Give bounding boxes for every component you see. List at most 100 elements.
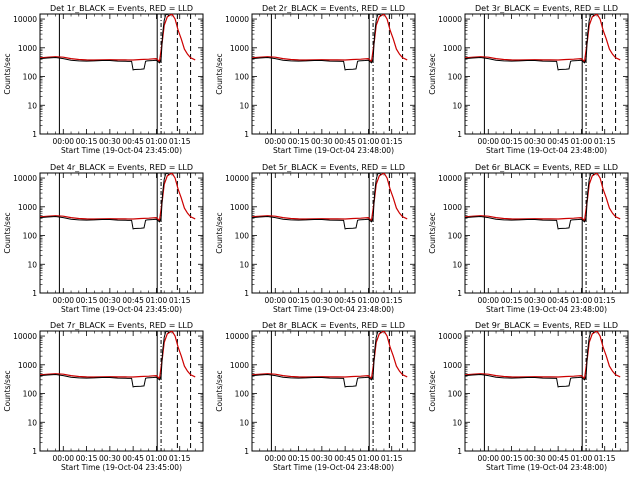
y-tick-label: 1: [32, 130, 37, 139]
y-axis-label: Counts/sec: [428, 53, 437, 94]
y-tick-label: 100: [23, 73, 38, 82]
x-tick-label: 01:00: [146, 454, 168, 463]
y-tick-label: 10: [27, 418, 37, 427]
plot-frame: [39, 330, 204, 452]
x-tick-label: 00:00: [264, 296, 286, 305]
panel-title: Det 9r_BLACK = Events, RED = LLD: [475, 321, 618, 330]
y-tick-label: 100: [448, 390, 463, 399]
y-tick-label: 10000: [13, 174, 37, 183]
plot-frame: [464, 330, 629, 452]
x-tick-label: 00:30: [99, 137, 121, 146]
x-tick-label: 01:00: [571, 137, 593, 146]
y-tick-label: 100: [448, 232, 463, 241]
events-series-line: [40, 173, 170, 230]
y-tick-label: 1000: [18, 44, 37, 53]
y-tick-label: 10: [27, 260, 37, 269]
y-tick-label: 1: [244, 289, 249, 298]
y-tick-label: 10: [452, 418, 462, 427]
y-axis-label: Counts/sec: [3, 53, 12, 94]
detector-panel: Det 1r_BLACK = Events, RED = LLD 1 10 100 10…: [3, 4, 204, 155]
lld-series-line: [40, 14, 196, 63]
x-tick-label: 00:00: [264, 454, 286, 463]
y-tick-label: 10: [239, 418, 249, 427]
y-tick-label: 10000: [13, 15, 37, 24]
y-axis-label: Counts/sec: [215, 370, 224, 411]
lld-series-line: [40, 331, 196, 380]
x-tick-label: 01:00: [146, 296, 168, 305]
x-axis-label: Start Time (19-Oct-04 23:48:00): [273, 305, 394, 314]
y-tick-label: 1000: [443, 361, 462, 370]
x-axis-label: Start Time (19-Oct-04 23:48:00): [486, 146, 607, 155]
y-tick-label: 1000: [443, 44, 462, 53]
events-series-line: [252, 14, 382, 71]
x-tick-label: 00:15: [76, 454, 98, 463]
y-tick-label: 1000: [18, 203, 37, 212]
events-series-line: [40, 14, 170, 71]
lld-series-line: [40, 173, 196, 222]
x-tick-label: 00:30: [311, 454, 333, 463]
plot-frame: [251, 330, 416, 452]
panel-title: Det 2r_BLACK = Events, RED = LLD: [262, 4, 405, 13]
y-tick-label: 1: [457, 130, 462, 139]
x-axis-label: Start Time (19-Oct-04 23:45:00): [61, 146, 182, 155]
panel-title: Det 3r_BLACK = Events, RED = LLD: [475, 4, 618, 13]
y-tick-label: 10000: [13, 332, 37, 341]
panel-title: Det 7r_BLACK = Events, RED = LLD: [50, 321, 193, 330]
y-tick-label: 10000: [225, 174, 249, 183]
x-tick-label: 00:00: [52, 137, 74, 146]
x-tick-label: 00:00: [477, 296, 499, 305]
x-tick-label: 00:45: [547, 137, 569, 146]
y-tick-label: 1000: [18, 361, 37, 370]
x-axis-label: Start Time (19-Oct-04 23:45:00): [61, 463, 182, 472]
panel-title: Det 4r_BLACK = Events, RED = LLD: [50, 163, 193, 172]
x-tick-label: 01:00: [358, 137, 380, 146]
x-tick-label: 00:30: [524, 454, 546, 463]
plot-frame: [39, 172, 204, 294]
x-tick-label: 00:15: [288, 454, 310, 463]
x-tick-label: 00:15: [76, 296, 98, 305]
y-tick-label: 10000: [438, 15, 462, 24]
events-series-line: [252, 173, 382, 230]
x-axis-label: Start Time (19-Oct-04 23:48:00): [273, 146, 394, 155]
x-tick-label: 01:15: [381, 296, 403, 305]
lld-series-line: [465, 14, 621, 63]
x-tick-label: 01:15: [594, 454, 616, 463]
x-tick-label: 00:15: [288, 296, 310, 305]
x-tick-label: 01:15: [594, 137, 616, 146]
x-tick-label: 00:15: [288, 137, 310, 146]
detector-panel: Det 3r_BLACK = Events, RED = LLD 1 10 100 10…: [428, 4, 629, 155]
x-tick-label: 00:30: [524, 137, 546, 146]
panel-title: Det 5r_BLACK = Events, RED = LLD: [262, 163, 405, 172]
lld-series-line: [465, 173, 621, 222]
y-tick-label: 1000: [230, 44, 249, 53]
y-tick-label: 1: [244, 130, 249, 139]
y-axis-label: Counts/sec: [428, 212, 437, 253]
x-tick-label: 00:45: [334, 296, 356, 305]
y-axis-label: Counts/sec: [215, 53, 224, 94]
y-tick-label: 1: [244, 447, 249, 456]
lld-series-line: [252, 173, 408, 222]
events-series-line: [40, 331, 170, 388]
y-tick-label: 100: [23, 390, 38, 399]
detector-panel: Det 4r_BLACK = Events, RED = LLD 1 10 100 10…: [3, 163, 204, 314]
x-tick-label: 01:15: [169, 296, 191, 305]
detector-panel: Det 8r_BLACK = Events, RED = LLD 1 10 100 10…: [215, 321, 416, 472]
y-tick-label: 100: [235, 73, 250, 82]
x-tick-label: 00:45: [547, 296, 569, 305]
x-axis-label: Start Time (19-Oct-04 23:45:00): [61, 305, 182, 314]
x-tick-label: 00:00: [477, 454, 499, 463]
y-tick-label: 10: [239, 101, 249, 110]
y-tick-label: 1000: [230, 203, 249, 212]
x-tick-label: 01:00: [571, 454, 593, 463]
x-axis-label: Start Time (19-Oct-04 23:48:00): [273, 463, 394, 472]
panel-title: Det 1r_BLACK = Events, RED = LLD: [50, 4, 193, 13]
y-axis-label: Counts/sec: [428, 370, 437, 411]
y-tick-label: 100: [235, 232, 250, 241]
y-tick-label: 10: [452, 101, 462, 110]
lld-series-line: [252, 331, 408, 380]
x-axis-label: Start Time (19-Oct-04 23:48:00): [486, 305, 607, 314]
y-axis-label: Counts/sec: [3, 370, 12, 411]
x-tick-label: 00:15: [76, 137, 98, 146]
x-tick-label: 01:00: [358, 454, 380, 463]
x-tick-label: 01:15: [381, 454, 403, 463]
